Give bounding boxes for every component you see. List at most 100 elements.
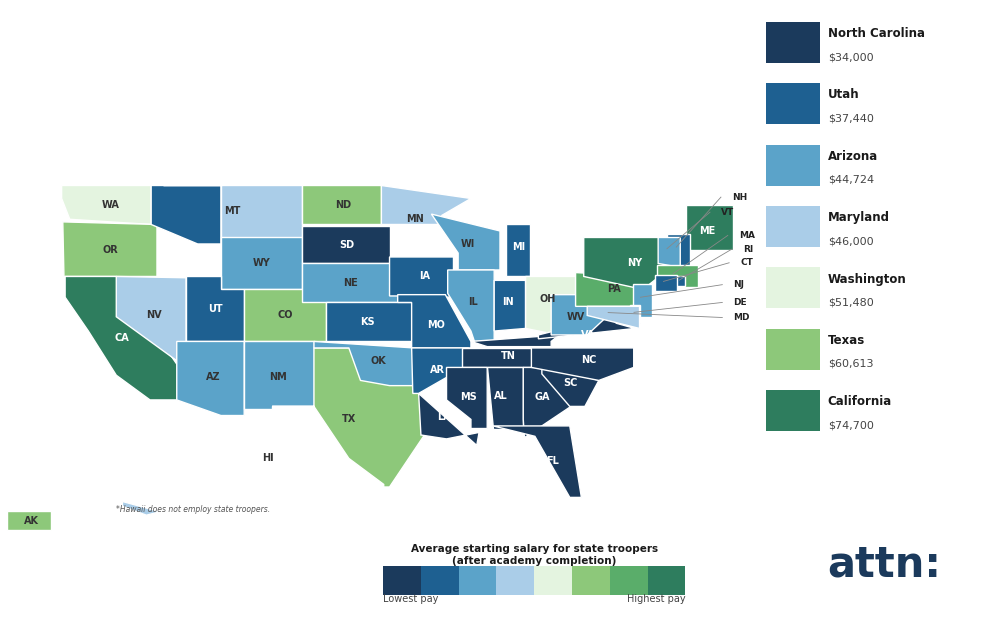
- Polygon shape: [302, 185, 381, 225]
- Text: FL: FL: [546, 456, 558, 466]
- Text: $34,000: $34,000: [828, 52, 873, 62]
- Polygon shape: [7, 511, 51, 530]
- Text: $60,613: $60,613: [828, 359, 873, 369]
- Text: California: California: [828, 395, 892, 408]
- Text: VT: VT: [721, 208, 734, 217]
- Text: $46,000: $46,000: [828, 236, 873, 246]
- Polygon shape: [654, 275, 676, 291]
- Text: PA: PA: [607, 284, 621, 295]
- Polygon shape: [494, 281, 525, 331]
- Polygon shape: [667, 234, 689, 267]
- Text: *Hawaii does not employ state troopers.: *Hawaii does not employ state troopers.: [116, 505, 270, 514]
- Bar: [459, 566, 496, 595]
- Bar: [610, 566, 647, 595]
- Text: CO: CO: [277, 311, 292, 321]
- Text: Highest pay: Highest pay: [627, 594, 685, 604]
- Polygon shape: [658, 237, 680, 267]
- Text: NC: NC: [581, 354, 596, 364]
- Text: MI: MI: [512, 241, 525, 251]
- Polygon shape: [302, 264, 403, 302]
- Text: $44,724: $44,724: [828, 175, 874, 185]
- Text: ND: ND: [335, 200, 351, 210]
- Polygon shape: [302, 226, 389, 264]
- Text: IN: IN: [502, 297, 514, 307]
- Text: $37,440: $37,440: [828, 114, 874, 123]
- Text: Washington: Washington: [828, 272, 906, 286]
- Polygon shape: [381, 185, 471, 225]
- Polygon shape: [244, 342, 313, 409]
- Text: TN: TN: [501, 351, 515, 361]
- Text: AR: AR: [429, 365, 445, 375]
- Text: $51,480: $51,480: [828, 297, 874, 307]
- Polygon shape: [584, 237, 680, 290]
- Text: WI: WI: [461, 239, 475, 249]
- Polygon shape: [62, 222, 157, 276]
- Text: North Carolina: North Carolina: [828, 27, 924, 40]
- Text: AK: AK: [24, 516, 39, 526]
- Text: SD: SD: [339, 240, 354, 250]
- Text: OH: OH: [539, 293, 555, 304]
- Text: OR: OR: [103, 246, 118, 255]
- Text: MS: MS: [461, 392, 477, 403]
- Polygon shape: [431, 214, 500, 270]
- Text: WY: WY: [253, 258, 270, 269]
- Text: Average starting salary for state troopers
(after academy completion): Average starting salary for state troope…: [410, 544, 658, 566]
- Polygon shape: [462, 348, 562, 368]
- Polygon shape: [675, 276, 684, 286]
- Text: NM: NM: [269, 371, 287, 382]
- Text: NJ: NJ: [733, 280, 744, 289]
- Text: MA: MA: [739, 231, 755, 240]
- Text: CA: CA: [115, 333, 129, 342]
- Bar: [421, 566, 459, 595]
- Text: AZ: AZ: [206, 371, 220, 382]
- Bar: [534, 566, 572, 595]
- Polygon shape: [487, 368, 523, 429]
- Bar: [766, 22, 821, 63]
- Text: Texas: Texas: [828, 334, 865, 347]
- Text: SC: SC: [563, 378, 579, 388]
- Text: LA: LA: [437, 412, 451, 422]
- Polygon shape: [244, 290, 326, 342]
- Bar: [383, 566, 421, 595]
- Polygon shape: [272, 348, 424, 487]
- Polygon shape: [448, 270, 494, 342]
- Polygon shape: [151, 185, 221, 244]
- Polygon shape: [525, 276, 576, 335]
- Text: GA: GA: [534, 392, 549, 403]
- Polygon shape: [61, 185, 151, 225]
- Bar: [572, 566, 610, 595]
- Bar: [647, 566, 685, 595]
- Text: ID: ID: [174, 239, 186, 249]
- Polygon shape: [633, 284, 652, 317]
- Text: MD: MD: [733, 313, 750, 322]
- Text: NH: NH: [732, 192, 747, 202]
- Text: NY: NY: [627, 258, 642, 269]
- Bar: [766, 206, 821, 247]
- Text: Maryland: Maryland: [828, 211, 890, 224]
- Text: RI: RI: [743, 244, 753, 253]
- Bar: [766, 390, 821, 431]
- Polygon shape: [588, 306, 639, 328]
- Text: HI: HI: [262, 453, 274, 463]
- Text: MO: MO: [427, 319, 445, 330]
- Text: $74,700: $74,700: [828, 420, 874, 430]
- Text: KY: KY: [512, 330, 527, 340]
- Polygon shape: [176, 342, 244, 415]
- Bar: [766, 329, 821, 370]
- Text: IL: IL: [469, 297, 478, 307]
- Text: UT: UT: [208, 304, 223, 314]
- Bar: [766, 145, 821, 185]
- Polygon shape: [326, 302, 411, 342]
- Text: Utah: Utah: [828, 88, 860, 102]
- Polygon shape: [493, 426, 582, 497]
- Polygon shape: [418, 394, 479, 445]
- Text: CT: CT: [740, 258, 753, 267]
- Polygon shape: [221, 237, 302, 290]
- Text: ME: ME: [699, 226, 715, 236]
- Polygon shape: [447, 368, 487, 429]
- Polygon shape: [471, 335, 559, 347]
- Polygon shape: [116, 276, 186, 368]
- Polygon shape: [686, 205, 733, 250]
- Text: KS: KS: [360, 317, 375, 327]
- Polygon shape: [411, 348, 469, 394]
